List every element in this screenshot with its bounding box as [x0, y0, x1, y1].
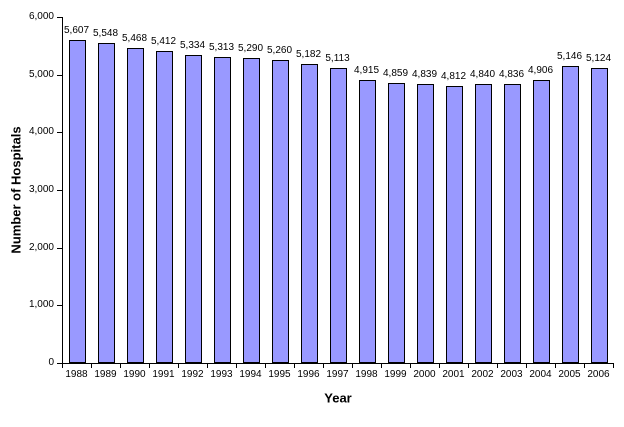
x-tick-label-2006: 2006	[587, 369, 610, 380]
x-tick-label-2001: 2001	[442, 369, 465, 380]
bar-2004	[533, 80, 550, 363]
x-tick-mark	[62, 364, 63, 368]
x-tick-label-1990: 1990	[123, 369, 146, 380]
bar-value-label-1989: 5,548	[92, 28, 119, 39]
bar-value-label-2000: 4,839	[411, 69, 438, 80]
bar-2002	[475, 84, 492, 363]
y-tick-label-1,000: 1,000	[28, 299, 54, 310]
x-tick-label-1989: 1989	[94, 369, 117, 380]
x-tick-mark	[178, 364, 179, 368]
x-tick-label-1991: 1991	[152, 369, 175, 380]
x-tick-mark	[294, 364, 295, 368]
bar-value-label-1991: 5,412	[150, 36, 177, 47]
bar-2006	[591, 68, 608, 363]
bar-value-label-1993: 5,313	[208, 42, 235, 53]
bar-value-label-1998: 4,915	[353, 65, 380, 76]
x-tick-mark	[526, 364, 527, 368]
y-tick-label-0: 0	[48, 357, 54, 368]
bar-2001	[446, 86, 463, 363]
y-tick-mark	[57, 305, 62, 306]
x-tick-mark	[410, 364, 411, 368]
bar-value-label-1990: 5,468	[121, 33, 148, 44]
x-tick-mark	[120, 364, 121, 368]
x-tick-label-1992: 1992	[181, 369, 204, 380]
bar-1992	[185, 55, 202, 363]
bar-value-label-2006: 5,124	[585, 53, 612, 64]
x-tick-label-1994: 1994	[239, 369, 262, 380]
x-tick-label-2000: 2000	[413, 369, 436, 380]
bar-1998	[359, 80, 376, 363]
y-tick-label-2,000: 2,000	[28, 242, 54, 253]
bar-1995	[272, 60, 289, 363]
x-tick-mark	[497, 364, 498, 368]
x-tick-label-1999: 1999	[384, 369, 407, 380]
y-tick-mark	[57, 75, 62, 76]
bar-2000	[417, 84, 434, 363]
bar-1988	[69, 40, 86, 363]
x-tick-mark	[207, 364, 208, 368]
bar-1990	[127, 48, 144, 363]
x-tick-label-1993: 1993	[210, 369, 233, 380]
x-tick-mark	[613, 364, 614, 368]
x-tick-mark	[439, 364, 440, 368]
y-tick-label-3,000: 3,000	[28, 184, 54, 195]
x-tick-mark	[352, 364, 353, 368]
bar-value-label-1992: 5,334	[179, 40, 206, 51]
y-tick-mark	[57, 17, 62, 18]
x-tick-mark	[91, 364, 92, 368]
bar-2003	[504, 84, 521, 363]
x-tick-label-2004: 2004	[529, 369, 552, 380]
y-tick-mark	[57, 363, 62, 364]
y-tick-label-5,000: 5,000	[28, 69, 54, 80]
bar-value-label-2001: 4,812	[440, 71, 467, 82]
plot-area	[62, 17, 614, 364]
bar-1994	[243, 58, 260, 363]
bar-value-label-1995: 5,260	[266, 45, 293, 56]
bar-1997	[330, 68, 347, 363]
x-tick-label-1997: 1997	[326, 369, 349, 380]
x-tick-label-2005: 2005	[558, 369, 581, 380]
x-tick-label-1995: 1995	[268, 369, 291, 380]
x-tick-label-1996: 1996	[297, 369, 320, 380]
x-tick-mark	[323, 364, 324, 368]
x-tick-mark	[555, 364, 556, 368]
x-tick-mark	[381, 364, 382, 368]
y-tick-label-6,000: 6,000	[28, 11, 54, 22]
bar-value-label-1996: 5,182	[295, 49, 322, 60]
y-tick-mark	[57, 190, 62, 191]
bar-2005	[562, 66, 579, 363]
bar-1996	[301, 64, 318, 363]
bar-value-label-2004: 4,906	[527, 65, 554, 76]
bar-value-label-2003: 4,836	[498, 69, 525, 80]
bar-value-label-1999: 4,859	[382, 68, 409, 79]
bar-1989	[98, 43, 115, 363]
bar-value-label-1997: 5,113	[325, 53, 350, 64]
bar-1999	[388, 83, 405, 363]
bar-1993	[214, 57, 231, 363]
y-tick-mark	[57, 248, 62, 249]
bar-value-label-2005: 5,146	[556, 51, 583, 62]
bar-value-label-1994: 5,290	[237, 43, 264, 54]
x-tick-label-1998: 1998	[355, 369, 378, 380]
x-tick-mark	[149, 364, 150, 368]
x-tick-label-1988: 1988	[65, 369, 88, 380]
x-tick-mark	[265, 364, 266, 368]
x-tick-mark	[584, 364, 585, 368]
bar-1991	[156, 51, 173, 363]
x-tick-mark	[468, 364, 469, 368]
x-tick-label-2002: 2002	[471, 369, 494, 380]
x-tick-mark	[236, 364, 237, 368]
x-tick-label-2003: 2003	[500, 369, 523, 380]
y-tick-label-4,000: 4,000	[28, 126, 54, 137]
y-tick-mark	[57, 132, 62, 133]
bar-value-label-2002: 4,840	[469, 69, 496, 80]
x-axis-title: Year	[324, 390, 352, 406]
bar-value-label-1988: 5,607	[63, 25, 90, 36]
